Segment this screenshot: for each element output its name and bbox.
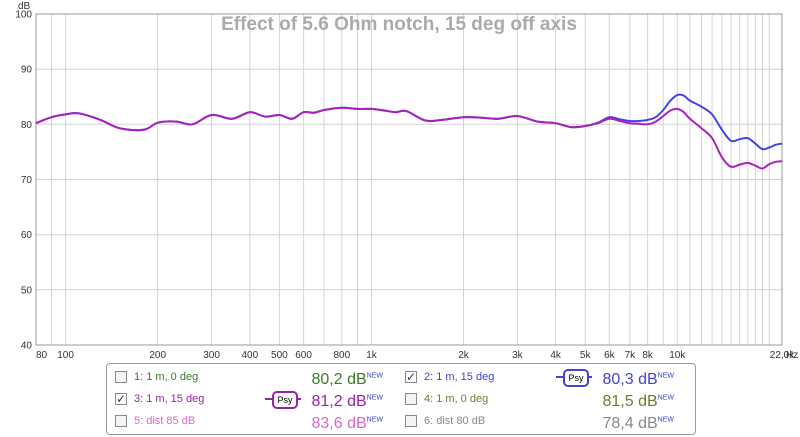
x-tick-label: 22,0k bbox=[770, 350, 795, 360]
y-tick-label: 60 bbox=[21, 230, 33, 241]
y-tick-label: 50 bbox=[21, 285, 33, 296]
legend-label-4: 4: 1 m, 0 deg bbox=[424, 393, 489, 405]
legend-value-1: 80,2 dBNEW bbox=[311, 371, 384, 388]
y-tick-label: 100 bbox=[15, 10, 32, 21]
legend-row-1: 1: 1 m, 0 deg 80,2 dBNEW ✓ 2: 1 m, 15 de… bbox=[107, 367, 695, 389]
plot-frame bbox=[35, 13, 783, 346]
legend-checkbox-1[interactable] bbox=[115, 371, 127, 383]
legend-value-5: 83,6 dBNEW bbox=[311, 415, 384, 432]
y-tick-label: 40 bbox=[21, 341, 33, 352]
legend-label-5: 5: dist 85 dB bbox=[134, 415, 196, 427]
x-tick-label: 8k bbox=[642, 350, 654, 360]
y-tick-label: 70 bbox=[21, 175, 33, 186]
legend-value-3: 81,2 dBNEW bbox=[311, 393, 384, 410]
x-tick-label: 200 bbox=[149, 350, 166, 360]
psy-smoothing-badge-2[interactable]: Psy bbox=[556, 369, 592, 387]
legend-checkbox-5[interactable] bbox=[115, 415, 127, 427]
x-tick-label: 600 bbox=[295, 350, 312, 360]
frequency-response-chart: 40 50 60 70 80 90 100 80 100 200 300 400 500 600 800 1… bbox=[15, 1, 798, 360]
legend-panel: 1: 1 m, 0 deg 80,2 dBNEW ✓ 2: 1 m, 15 de… bbox=[106, 363, 696, 435]
x-tick-label: 3k bbox=[512, 350, 524, 360]
x-tick-label: 10k bbox=[669, 350, 686, 360]
legend-value-4: 81,5 dBNEW bbox=[602, 393, 675, 410]
legend-label-6: 6: dist 80 dB bbox=[424, 415, 486, 427]
y-tick-labels: 40 50 60 70 80 90 100 bbox=[15, 10, 32, 352]
x-tick-label: 800 bbox=[333, 350, 350, 360]
x-axis-unit: Hz bbox=[786, 350, 798, 360]
psy-label: Psy bbox=[563, 369, 589, 387]
x-tick-label: 80 bbox=[36, 350, 48, 360]
psy-label: Psy bbox=[272, 391, 298, 409]
legend-label-3: 3: 1 m, 15 deg bbox=[134, 393, 205, 405]
legend-checkbox-3[interactable]: ✓ bbox=[115, 392, 127, 406]
series-line-1 bbox=[35, 93, 783, 151]
legend-checkbox-2[interactable]: ✓ bbox=[405, 370, 417, 384]
psy-smoothing-badge-3[interactable]: Psy bbox=[265, 391, 301, 409]
legend-row-2: ✓ 3: 1 m, 15 deg Psy 81,2 dBNEW 4: 1 m, … bbox=[107, 389, 695, 411]
x-tick-label: 500 bbox=[271, 350, 288, 360]
x-tick-label: 7k bbox=[625, 350, 637, 360]
series-line-2 bbox=[35, 106, 783, 170]
x-tick-labels: 80 100 200 300 400 500 600 800 1k 2k 3k 4k 5k 6k 7k 8k 1… bbox=[36, 350, 795, 360]
x-tick-label: 6k bbox=[604, 350, 616, 360]
y-axis-unit: dB bbox=[18, 1, 31, 12]
x-tick-label: 2k bbox=[458, 350, 470, 360]
legend-checkbox-6[interactable] bbox=[405, 415, 417, 427]
x-tick-label: 1k bbox=[366, 350, 378, 360]
x-tick-label: 5k bbox=[580, 350, 592, 360]
legend-checkbox-4[interactable] bbox=[405, 393, 417, 405]
x-tick-label: 400 bbox=[241, 350, 258, 360]
x-tick-label: 300 bbox=[203, 350, 220, 360]
chart-title: Effect of 5.6 Ohm notch, 15 deg off axis bbox=[221, 14, 577, 35]
legend-value-2: 80,3 dBNEW bbox=[602, 371, 675, 388]
horizontal-gridlines bbox=[36, 13, 782, 346]
legend-label-2: 2: 1 m, 15 deg bbox=[424, 371, 495, 383]
legend-label-1: 1: 1 m, 0 deg bbox=[134, 371, 199, 383]
series-lines bbox=[35, 93, 783, 170]
legend-value-6: 78,4 dBNEW bbox=[602, 415, 675, 432]
y-tick-label: 90 bbox=[21, 65, 33, 76]
x-tick-label: 4k bbox=[550, 350, 562, 360]
x-tick-label: 100 bbox=[57, 350, 74, 360]
y-tick-label: 80 bbox=[21, 120, 33, 131]
legend-row-3: 5: dist 85 dB 83,6 dBNEW 6: dist 80 dB 7… bbox=[107, 411, 695, 433]
